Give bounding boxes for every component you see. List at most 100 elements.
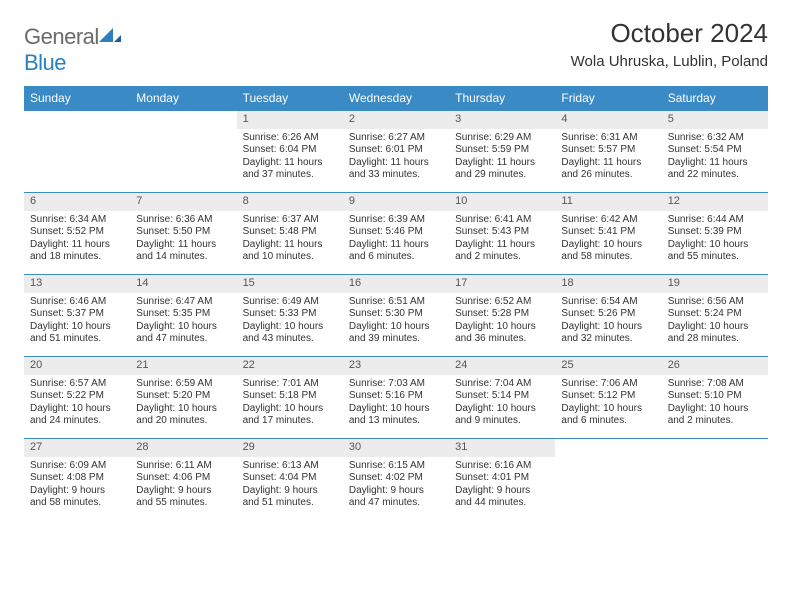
daylight-text: Daylight: 10 hours and 47 minutes. bbox=[136, 321, 230, 346]
daylight-text: Daylight: 10 hours and 2 minutes. bbox=[668, 403, 762, 428]
day-number: 16 bbox=[343, 275, 449, 293]
sunset-text: Sunset: 5:54 PM bbox=[668, 144, 762, 157]
calendar-cell: 26Sunrise: 7:08 AMSunset: 5:10 PMDayligh… bbox=[662, 357, 768, 439]
day-number: 18 bbox=[555, 275, 661, 293]
day-number: 2 bbox=[343, 111, 449, 129]
dayhead-sun: Sunday bbox=[24, 86, 130, 111]
calendar-cell: 27Sunrise: 6:09 AMSunset: 4:08 PMDayligh… bbox=[24, 439, 130, 521]
dayhead-wed: Wednesday bbox=[343, 86, 449, 111]
day-number: 23 bbox=[343, 357, 449, 375]
calendar-row: 20Sunrise: 6:57 AMSunset: 5:22 PMDayligh… bbox=[24, 357, 768, 439]
daylight-text: Daylight: 11 hours and 14 minutes. bbox=[136, 239, 230, 264]
sunset-text: Sunset: 4:04 PM bbox=[243, 472, 337, 485]
sunrise-text: Sunrise: 6:16 AM bbox=[455, 460, 549, 473]
day-body: Sunrise: 6:11 AMSunset: 4:06 PMDaylight:… bbox=[130, 457, 236, 514]
daylight-text: Daylight: 10 hours and 28 minutes. bbox=[668, 321, 762, 346]
location-text: Wola Uhruska, Lublin, Poland bbox=[571, 53, 768, 70]
sunrise-text: Sunrise: 6:41 AM bbox=[455, 214, 549, 227]
calendar-cell: 21Sunrise: 6:59 AMSunset: 5:20 PMDayligh… bbox=[130, 357, 236, 439]
calendar-table: Sunday Monday Tuesday Wednesday Thursday… bbox=[24, 86, 768, 521]
daylight-text: Daylight: 11 hours and 26 minutes. bbox=[561, 157, 655, 182]
day-body: Sunrise: 7:04 AMSunset: 5:14 PMDaylight:… bbox=[449, 375, 555, 432]
daylight-text: Daylight: 9 hours and 47 minutes. bbox=[349, 485, 443, 510]
sunrise-text: Sunrise: 7:01 AM bbox=[243, 378, 337, 391]
day-body: Sunrise: 7:06 AMSunset: 5:12 PMDaylight:… bbox=[555, 375, 661, 432]
calendar-cell: 12Sunrise: 6:44 AMSunset: 5:39 PMDayligh… bbox=[662, 193, 768, 275]
sunset-text: Sunset: 4:06 PM bbox=[136, 472, 230, 485]
day-body: Sunrise: 6:26 AMSunset: 6:04 PMDaylight:… bbox=[237, 129, 343, 186]
day-body: Sunrise: 6:29 AMSunset: 5:59 PMDaylight:… bbox=[449, 129, 555, 186]
daylight-text: Daylight: 10 hours and 20 minutes. bbox=[136, 403, 230, 428]
calendar-body: 1Sunrise: 6:26 AMSunset: 6:04 PMDaylight… bbox=[24, 111, 768, 521]
day-body: Sunrise: 7:01 AMSunset: 5:18 PMDaylight:… bbox=[237, 375, 343, 432]
sunrise-text: Sunrise: 6:49 AM bbox=[243, 296, 337, 309]
title-block: October 2024 Wola Uhruska, Lublin, Polan… bbox=[571, 18, 768, 70]
sunrise-text: Sunrise: 6:36 AM bbox=[136, 214, 230, 227]
daylight-text: Daylight: 10 hours and 13 minutes. bbox=[349, 403, 443, 428]
sunset-text: Sunset: 5:10 PM bbox=[668, 390, 762, 403]
day-number: 1 bbox=[237, 111, 343, 129]
sunset-text: Sunset: 5:50 PM bbox=[136, 226, 230, 239]
day-body: Sunrise: 6:41 AMSunset: 5:43 PMDaylight:… bbox=[449, 211, 555, 268]
sunrise-text: Sunrise: 6:09 AM bbox=[30, 460, 124, 473]
day-body: Sunrise: 6:44 AMSunset: 5:39 PMDaylight:… bbox=[662, 211, 768, 268]
sunset-text: Sunset: 5:57 PM bbox=[561, 144, 655, 157]
calendar-cell: 5Sunrise: 6:32 AMSunset: 5:54 PMDaylight… bbox=[662, 111, 768, 193]
day-number: 3 bbox=[449, 111, 555, 129]
sunset-text: Sunset: 5:12 PM bbox=[561, 390, 655, 403]
daylight-text: Daylight: 11 hours and 29 minutes. bbox=[455, 157, 549, 182]
calendar-cell: 8Sunrise: 6:37 AMSunset: 5:48 PMDaylight… bbox=[237, 193, 343, 275]
header: GeneralBlue October 2024 Wola Uhruska, L… bbox=[24, 18, 768, 76]
daylight-text: Daylight: 9 hours and 58 minutes. bbox=[30, 485, 124, 510]
logo-general: General bbox=[24, 24, 99, 49]
sunrise-text: Sunrise: 6:13 AM bbox=[243, 460, 337, 473]
day-body: Sunrise: 6:16 AMSunset: 4:01 PMDaylight:… bbox=[449, 457, 555, 514]
logo-text: GeneralBlue bbox=[24, 24, 121, 76]
calendar-head: Sunday Monday Tuesday Wednesday Thursday… bbox=[24, 86, 768, 111]
sunset-text: Sunset: 5:37 PM bbox=[30, 308, 124, 321]
sunrise-text: Sunrise: 7:04 AM bbox=[455, 378, 549, 391]
sunset-text: Sunset: 5:14 PM bbox=[455, 390, 549, 403]
calendar-cell bbox=[24, 111, 130, 193]
calendar-cell: 13Sunrise: 6:46 AMSunset: 5:37 PMDayligh… bbox=[24, 275, 130, 357]
daylight-text: Daylight: 11 hours and 18 minutes. bbox=[30, 239, 124, 264]
day-body: Sunrise: 6:15 AMSunset: 4:02 PMDaylight:… bbox=[343, 457, 449, 514]
calendar-cell bbox=[555, 439, 661, 521]
day-number: 20 bbox=[24, 357, 130, 375]
day-number: 29 bbox=[237, 439, 343, 457]
daylight-text: Daylight: 10 hours and 43 minutes. bbox=[243, 321, 337, 346]
calendar-row: 13Sunrise: 6:46 AMSunset: 5:37 PMDayligh… bbox=[24, 275, 768, 357]
day-number: 22 bbox=[237, 357, 343, 375]
page-title: October 2024 bbox=[571, 18, 768, 49]
day-body: Sunrise: 6:47 AMSunset: 5:35 PMDaylight:… bbox=[130, 293, 236, 350]
sunrise-text: Sunrise: 7:03 AM bbox=[349, 378, 443, 391]
calendar-cell: 24Sunrise: 7:04 AMSunset: 5:14 PMDayligh… bbox=[449, 357, 555, 439]
dayhead-mon: Monday bbox=[130, 86, 236, 111]
daylight-text: Daylight: 10 hours and 36 minutes. bbox=[455, 321, 549, 346]
sunset-text: Sunset: 5:28 PM bbox=[455, 308, 549, 321]
daylight-text: Daylight: 9 hours and 44 minutes. bbox=[455, 485, 549, 510]
daylight-text: Daylight: 11 hours and 33 minutes. bbox=[349, 157, 443, 182]
day-number: 9 bbox=[343, 193, 449, 211]
calendar-cell: 30Sunrise: 6:15 AMSunset: 4:02 PMDayligh… bbox=[343, 439, 449, 521]
daylight-text: Daylight: 11 hours and 10 minutes. bbox=[243, 239, 337, 264]
page: GeneralBlue October 2024 Wola Uhruska, L… bbox=[0, 0, 792, 539]
day-number: 24 bbox=[449, 357, 555, 375]
sunset-text: Sunset: 5:46 PM bbox=[349, 226, 443, 239]
sunset-text: Sunset: 5:26 PM bbox=[561, 308, 655, 321]
day-number: 4 bbox=[555, 111, 661, 129]
daylight-text: Daylight: 11 hours and 37 minutes. bbox=[243, 157, 337, 182]
daylight-text: Daylight: 10 hours and 17 minutes. bbox=[243, 403, 337, 428]
sunrise-text: Sunrise: 6:46 AM bbox=[30, 296, 124, 309]
daylight-text: Daylight: 9 hours and 51 minutes. bbox=[243, 485, 337, 510]
dayhead-fri: Friday bbox=[555, 86, 661, 111]
day-number: 26 bbox=[662, 357, 768, 375]
day-number: 7 bbox=[130, 193, 236, 211]
sunrise-text: Sunrise: 6:51 AM bbox=[349, 296, 443, 309]
day-body: Sunrise: 6:39 AMSunset: 5:46 PMDaylight:… bbox=[343, 211, 449, 268]
day-number: 15 bbox=[237, 275, 343, 293]
day-number: 17 bbox=[449, 275, 555, 293]
day-body: Sunrise: 6:52 AMSunset: 5:28 PMDaylight:… bbox=[449, 293, 555, 350]
sunset-text: Sunset: 6:04 PM bbox=[243, 144, 337, 157]
calendar-row: 27Sunrise: 6:09 AMSunset: 4:08 PMDayligh… bbox=[24, 439, 768, 521]
